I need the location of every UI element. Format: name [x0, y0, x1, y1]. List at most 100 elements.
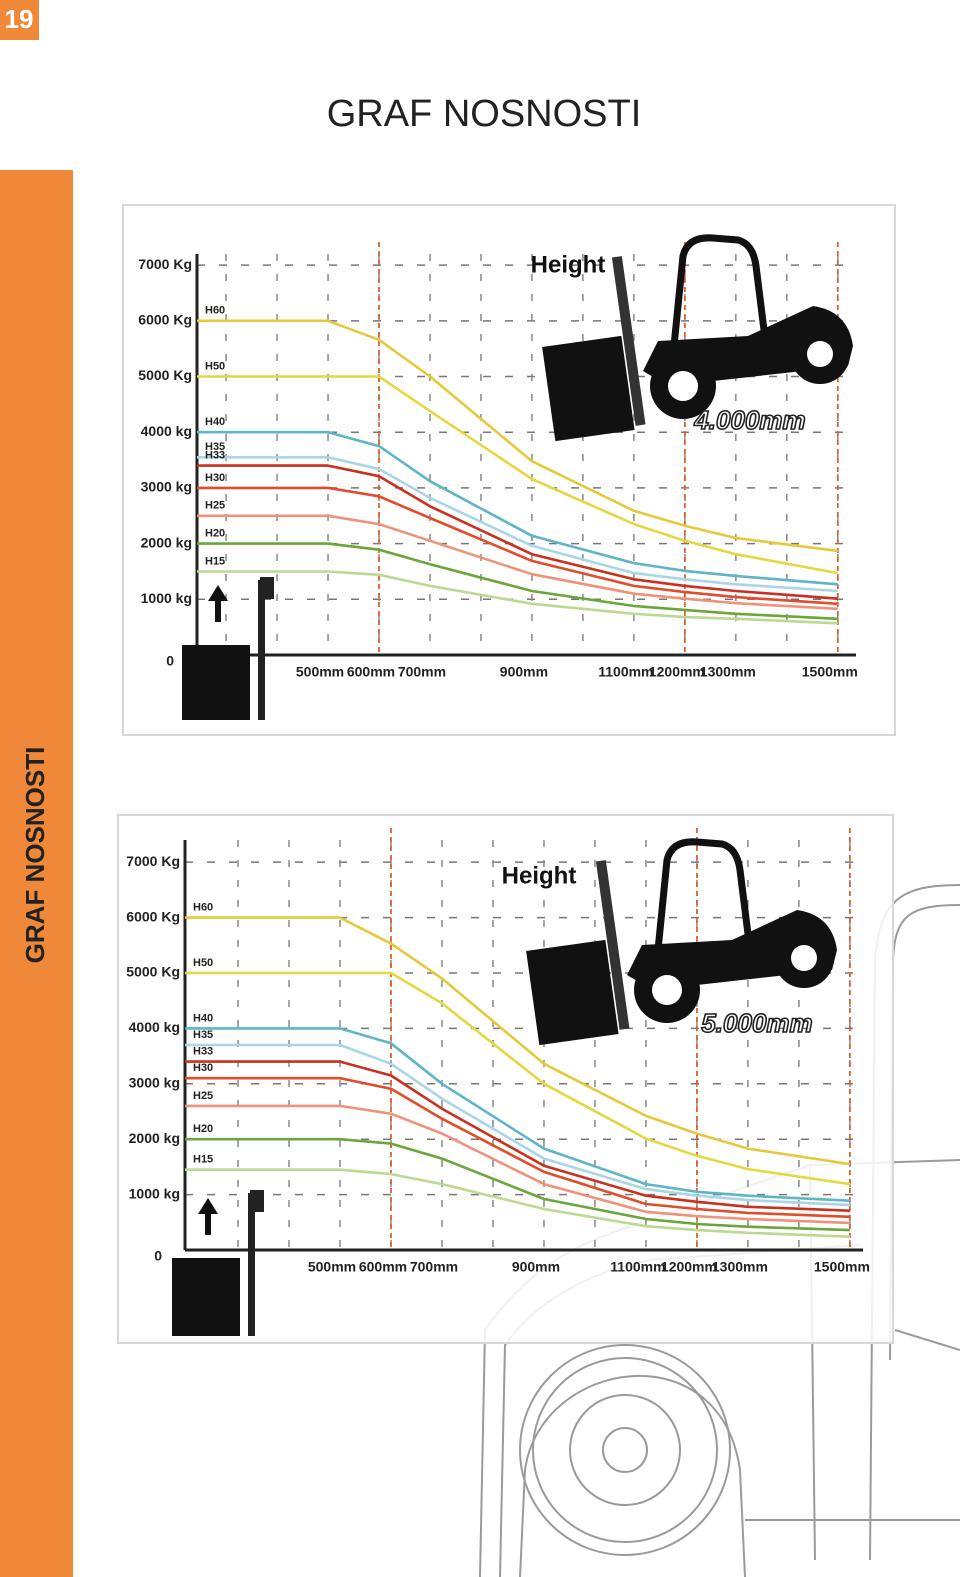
series-line	[185, 1027, 850, 1202]
x-tick-label: 1300mm	[712, 1259, 768, 1275]
mast	[258, 580, 265, 720]
series-line	[197, 430, 838, 586]
series-label: H25	[193, 1090, 213, 1102]
mast	[595, 860, 630, 1030]
x-tick-label: 900mm	[512, 1259, 560, 1275]
annotation: Height	[531, 251, 606, 278]
series-label: H15	[193, 1154, 213, 1166]
page-title: GRAF NOSNOSTI	[327, 93, 642, 135]
x-tick-label: 1100mm	[598, 664, 653, 680]
series-line	[197, 456, 838, 593]
chart: 0 1000 kg 2000 kg 3000 kg 4000 kg 5000 Kg 6000…	[126, 828, 870, 1336]
series-label: H50	[193, 957, 213, 969]
load-crate	[542, 335, 635, 442]
x-tick-label: 700mm	[398, 664, 446, 680]
series-line	[185, 916, 851, 1166]
x-tick-label: 1300mm	[700, 664, 756, 680]
chart-frame	[122, 204, 896, 736]
series-label: H15	[205, 555, 225, 567]
series-label: H30	[205, 472, 225, 484]
x-tick-label: 600mm	[359, 1259, 407, 1275]
series-label: H40	[205, 416, 225, 428]
x-tick-label: 600mm	[347, 664, 395, 680]
y-tick-label: 5000 Kg	[126, 964, 180, 980]
x-tick-label: 500mm	[296, 664, 344, 680]
x-tick-label: 1200mm	[649, 664, 705, 680]
wheel-hub	[668, 371, 698, 401]
x-tick-label: 500mm	[308, 1259, 356, 1275]
up-arrow	[198, 1198, 218, 1235]
y-tick-label: 4000 kg	[141, 423, 192, 439]
y-tick-label: 0	[154, 1248, 162, 1264]
mast	[611, 256, 646, 426]
x-tick-label: 700mm	[410, 1259, 458, 1275]
wheel-hub	[807, 341, 833, 367]
mast	[248, 1193, 255, 1336]
annotation: 4.000mm	[693, 405, 805, 435]
mast-head	[260, 577, 274, 599]
series-line	[185, 1076, 850, 1219]
series-label: H60	[193, 901, 213, 913]
side-bar	[0, 170, 73, 1577]
y-tick-label: 6000 Kg	[138, 312, 192, 328]
series-label: H40	[193, 1012, 213, 1024]
x-tick-label: 1200mm	[661, 1259, 717, 1275]
chart: 0 1000 kg 2000 kg 3000 kg 4000 kg 5000 Kg 6000…	[138, 234, 858, 720]
cab-frame	[669, 234, 770, 357]
series-label: H30	[193, 1062, 213, 1074]
forklift-illustration	[526, 838, 837, 1046]
y-tick-label: 7000 Kg	[138, 256, 192, 272]
y-tick-label: 4000 kg	[129, 1019, 180, 1035]
y-tick-label: 1000 kg	[129, 1185, 180, 1201]
series-label: H50	[205, 360, 225, 372]
side-title: GRAF NOSNOSTI	[20, 747, 50, 964]
series-label: H25	[205, 500, 225, 512]
y-tick-label: 0	[166, 653, 174, 669]
x-tick-label: 1100mm	[610, 1259, 665, 1275]
y-tick-label: 2000 kg	[141, 534, 192, 550]
wheel-hub	[652, 975, 682, 1005]
series-line	[185, 971, 851, 1186]
series-label: H33	[205, 450, 225, 462]
x-tick-label: 900mm	[500, 664, 548, 680]
series-line	[197, 464, 838, 600]
x-tick-label: 1500mm	[802, 664, 858, 680]
page-number-box	[0, 0, 39, 40]
series-line	[185, 1168, 850, 1238]
series-line	[197, 514, 838, 611]
series-line	[185, 1043, 850, 1207]
cab-frame	[653, 838, 754, 961]
y-tick-label: 7000 Kg	[126, 853, 180, 869]
load-crate	[182, 645, 250, 720]
page-number: 19	[5, 4, 34, 34]
series-line	[185, 1137, 850, 1232]
y-tick-label: 3000 kg	[141, 479, 192, 495]
charts: 0 1000 kg 2000 kg 3000 kg 4000 kg 5000 Kg 6000…	[126, 234, 870, 1336]
annotation: Height	[502, 862, 577, 889]
series-line	[197, 486, 838, 606]
y-tick-label: 6000 Kg	[126, 908, 180, 924]
wheel-hub	[791, 945, 817, 971]
annotation: 5.000mm	[701, 1008, 812, 1038]
x-tick-label: 1500mm	[814, 1259, 870, 1275]
y-tick-label: 2000 kg	[129, 1130, 180, 1146]
y-tick-label: 1000 kg	[141, 590, 192, 606]
y-tick-label: 3000 kg	[129, 1074, 180, 1090]
series-label: H33	[193, 1046, 213, 1058]
series-line	[185, 1060, 850, 1212]
series-label: H60	[205, 305, 225, 317]
series-line	[197, 570, 838, 625]
forklift-illustration	[542, 234, 853, 442]
load-crate	[526, 939, 619, 1046]
series-line	[197, 542, 838, 621]
series-label: H35	[193, 1029, 213, 1041]
series-line	[197, 375, 839, 575]
series-label: H20	[193, 1123, 213, 1135]
y-tick-label: 5000 Kg	[138, 367, 192, 383]
load-crate	[172, 1258, 240, 1336]
mast-head	[250, 1190, 264, 1212]
series-line	[197, 319, 838, 553]
up-arrow	[208, 585, 228, 622]
series-label: H20	[205, 528, 225, 540]
